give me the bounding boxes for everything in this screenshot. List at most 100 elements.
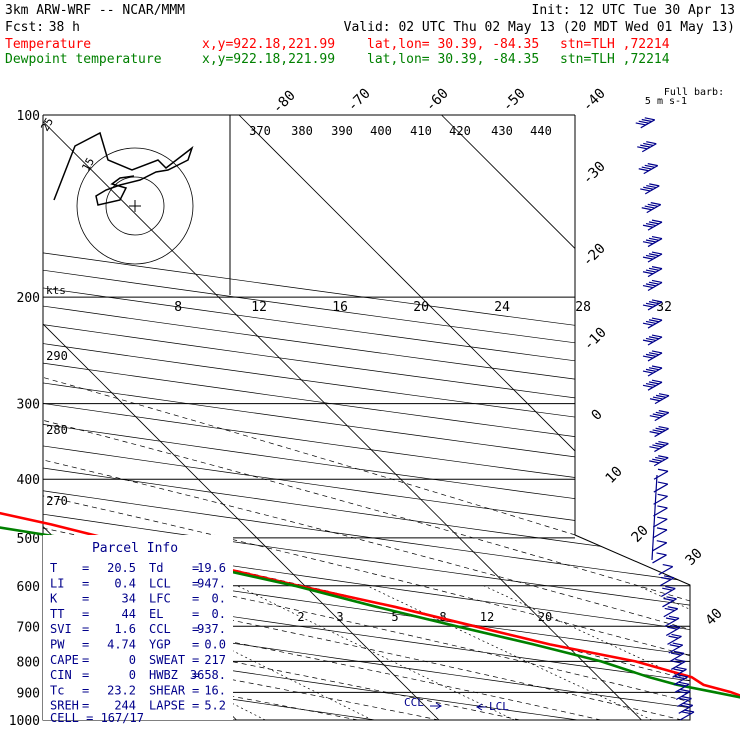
theta-label: 440 [530, 124, 552, 138]
wind-barb-flag [646, 354, 656, 356]
wind-barb-flag [645, 165, 655, 167]
wind-barb-flag [642, 208, 652, 210]
theta-left-label: 290 [46, 349, 68, 363]
parcel-right-label: SWEAT [149, 653, 185, 667]
mixing-ratio-label: 20 [538, 610, 552, 624]
wind-barb-flag [649, 353, 659, 355]
theta-label: 390 [331, 124, 353, 138]
wind-barb-flag [642, 120, 652, 122]
wind-barb-flag [646, 142, 656, 144]
wind-barb-flag [684, 710, 694, 712]
temperature-tick-label: 8 [174, 300, 182, 315]
wind-barb-staff [653, 543, 667, 551]
wind-barb-flag [645, 206, 655, 208]
temperature-tick-label: 16 [332, 300, 348, 315]
wind-barb-flag [649, 268, 659, 270]
hodograph-units-label: kts [46, 284, 66, 297]
wind-barb-flag [640, 145, 650, 147]
parcel-left-label: PW [50, 638, 65, 652]
dewpoint-legend-xy: x,y=922.18,221.99 [202, 52, 335, 67]
parcel-left-label: K [50, 592, 58, 606]
wind-barb-flag [652, 459, 662, 461]
wind-barb-flag [652, 380, 662, 382]
temperature-tick-label: 32 [656, 300, 672, 315]
parcel-equals: = [192, 592, 199, 606]
parcel-right-value: 19.6 [197, 561, 226, 575]
pressure-tick-label: 200 [17, 291, 40, 306]
wind-barb-flag [677, 667, 687, 669]
parcel-left-value: 44 [122, 607, 136, 621]
parcel-right-value: 0.0 [204, 638, 226, 652]
wind-barb-flag [649, 461, 659, 463]
hodograph-trace [54, 133, 192, 205]
parcel-right-label: CCL [149, 622, 171, 636]
parcel-equals: = [192, 638, 199, 652]
parcel-right-value: 5.2 [204, 699, 226, 713]
wind-barb-staff [653, 530, 667, 538]
dewpoint-legend-label: Dewpoint temperature [5, 52, 162, 67]
wind-barb-flag [648, 204, 658, 206]
wind-barb-flag [670, 645, 680, 647]
wind-barb-flag [655, 457, 665, 459]
wind-barb-flag [646, 303, 656, 305]
isotherm-edge-label: -80 [270, 88, 299, 117]
parcel-equals: = [82, 653, 89, 667]
wind-barb-flag [652, 445, 662, 447]
wind-barb-flag [673, 643, 683, 645]
wind-barb-flag [667, 597, 677, 599]
theta-label: 380 [291, 124, 313, 138]
parcel-equals: = [82, 638, 89, 652]
wind-barb-flag [665, 608, 675, 610]
wind-barb-flag [649, 368, 659, 370]
dewpoint-legend-latlon: lat,lon= 30.39, -84.35 [367, 52, 539, 67]
wind-barb-flag [652, 318, 662, 320]
wind-barb-flag [655, 443, 665, 445]
isotherm-edge-label: 0 [589, 407, 606, 424]
wind-barb-flag [679, 682, 689, 684]
parcel-right-label: SHEAR [149, 683, 186, 697]
wind-barb-flag [669, 616, 679, 618]
wind-barb-flag [680, 690, 690, 692]
theta-label: 400 [370, 124, 392, 138]
wind-barb-flag [652, 267, 662, 269]
wind-barb-flag [650, 399, 660, 401]
wind-barb-flag [649, 320, 659, 322]
wind-barb-flag [656, 395, 666, 397]
isotherm-edge-label: 30 [683, 546, 706, 569]
wind-barb-flag [672, 634, 682, 636]
isotherm-edge-label: 40 [703, 606, 726, 629]
wind-barb-flag [646, 186, 656, 188]
wind-barb-flag [646, 270, 656, 272]
wind-barb-flag [674, 669, 684, 671]
hodograph [54, 133, 193, 264]
parcel-equals: = [192, 683, 199, 697]
wind-barb-flag [649, 238, 659, 240]
wind-barb-flag [643, 323, 653, 325]
parcel-left-label: T [50, 561, 57, 575]
wind-barb-flag [652, 237, 662, 239]
wind-barb-flag [643, 305, 653, 307]
wind-barb-flag [643, 356, 653, 358]
mixing-ratio-label: 3 [336, 610, 343, 624]
wind-barb-flag [651, 203, 661, 205]
temperature-legend-stn: stn=TLH ,72214 [560, 37, 670, 52]
barb-legend-line2: 5 m s-1 [645, 96, 687, 107]
parcel-left-label: Tc [50, 683, 64, 697]
parcel-equals: = [192, 653, 199, 667]
wind-barb-flag [649, 254, 659, 256]
init-time: Init: 12 UTC Tue 30 Apr 13 [532, 3, 736, 18]
wind-barb-flag [643, 371, 653, 373]
isotherm-edge-label: -60 [423, 86, 452, 115]
mixing-ratio-line [484, 586, 740, 720]
parcel-left-label: TT [50, 607, 64, 621]
parcel-left-value: 1.6 [114, 622, 136, 636]
parcel-equals: = [82, 622, 89, 636]
parcel-left-label: CIN [50, 668, 72, 682]
parcel-left-value: 0 [129, 653, 136, 667]
wind-barb-flag [649, 337, 659, 339]
wind-barb-flag [643, 286, 653, 288]
wind-barb-flag [643, 143, 653, 145]
wind-barb-flag [668, 607, 678, 609]
